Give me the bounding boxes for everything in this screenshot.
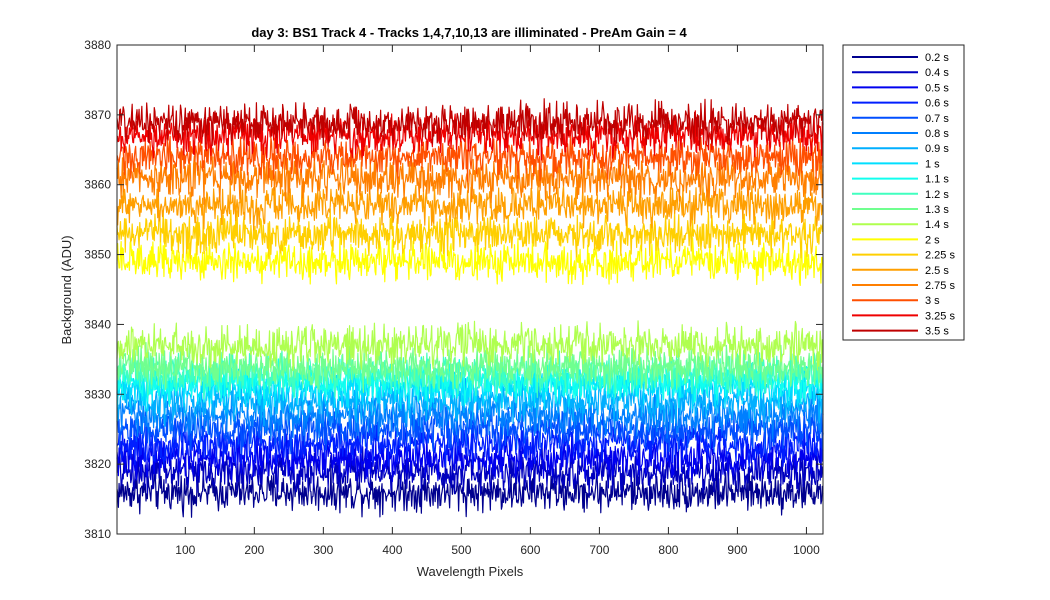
y-tick-label: 3880 bbox=[84, 38, 111, 52]
legend-label: 0.6 s bbox=[925, 98, 949, 110]
legend-label: 1.2 s bbox=[925, 189, 949, 201]
series-line bbox=[116, 374, 824, 427]
legend-label: 0.5 s bbox=[925, 82, 949, 94]
plot-frame bbox=[116, 44, 824, 535]
series-line bbox=[116, 236, 824, 286]
legend-label: 1.3 s bbox=[925, 204, 949, 216]
x-tick-label: 800 bbox=[658, 543, 678, 557]
series-line bbox=[116, 132, 824, 182]
y-tick-label: 3870 bbox=[84, 108, 111, 122]
legend-label: 1 s bbox=[925, 158, 940, 170]
plot-area bbox=[116, 44, 824, 535]
y-tick-label: 3850 bbox=[84, 248, 111, 262]
y-axis-label: Background (ADU) bbox=[59, 235, 74, 344]
legend-label: 2.75 s bbox=[925, 280, 955, 292]
legend: 0.2 s 0.4 s 0.5 s 0.6 s 0.7 s 0.8 s 0.9 s 1 s 1.… bbox=[842, 44, 965, 341]
legend-label: 1.4 s bbox=[925, 219, 949, 231]
x-axis: 100 200 300 400 500 600 700 800 900 1000 bbox=[175, 45, 820, 557]
series-line bbox=[116, 341, 824, 393]
series-line bbox=[116, 417, 824, 469]
y-tick-label: 3830 bbox=[84, 387, 111, 401]
x-tick-label: 1000 bbox=[793, 543, 820, 557]
y-tick-label: 3840 bbox=[84, 317, 111, 331]
series-layer bbox=[116, 98, 824, 518]
legend-label: 0.4 s bbox=[925, 67, 949, 79]
x-tick-label: 400 bbox=[382, 543, 402, 557]
legend-label: 0.7 s bbox=[925, 113, 949, 125]
legend-label: 2 s bbox=[925, 234, 940, 246]
legend-label: 0.9 s bbox=[925, 143, 949, 155]
legend-label: 3.5 s bbox=[925, 326, 949, 338]
legend-label: 2.25 s bbox=[925, 250, 955, 262]
y-axis: 3810 3820 3830 3840 3850 3860 3870 3880 bbox=[84, 38, 823, 541]
x-tick-label: 200 bbox=[244, 543, 264, 557]
x-tick-label: 900 bbox=[727, 543, 747, 557]
legend-label: 3.25 s bbox=[925, 310, 955, 322]
y-tick-label: 3860 bbox=[84, 178, 111, 192]
x-tick-label: 100 bbox=[175, 543, 195, 557]
legend-items: 0.2 s 0.4 s 0.5 s 0.6 s 0.7 s 0.8 s 0.9 s 1 s 1.… bbox=[852, 52, 955, 338]
y-tick-label: 3820 bbox=[84, 457, 111, 471]
legend-label: 1.1 s bbox=[925, 174, 949, 186]
series-line bbox=[116, 182, 824, 231]
x-axis-label: Wavelength Pixels bbox=[417, 564, 524, 579]
x-tick-label: 500 bbox=[451, 543, 471, 557]
legend-box bbox=[842, 44, 965, 341]
x-tick-label: 300 bbox=[313, 543, 333, 557]
series-line bbox=[116, 404, 824, 455]
legend-label: 3 s bbox=[925, 295, 940, 307]
y-tick-label: 3810 bbox=[84, 527, 111, 541]
series-line bbox=[116, 98, 824, 147]
chart-title: day 3: BS1 Track 4 - Tracks 1,4,7,10,13 … bbox=[251, 25, 687, 40]
legend-label: 0.8 s bbox=[925, 128, 949, 140]
series-line bbox=[116, 320, 824, 372]
legend-label: 0.2 s bbox=[925, 52, 949, 64]
x-tick-label: 600 bbox=[520, 543, 540, 557]
legend-label: 2.5 s bbox=[925, 265, 949, 277]
series-line bbox=[116, 151, 824, 205]
series-line bbox=[116, 208, 824, 260]
series-line bbox=[116, 464, 824, 518]
x-tick-label: 700 bbox=[589, 543, 609, 557]
